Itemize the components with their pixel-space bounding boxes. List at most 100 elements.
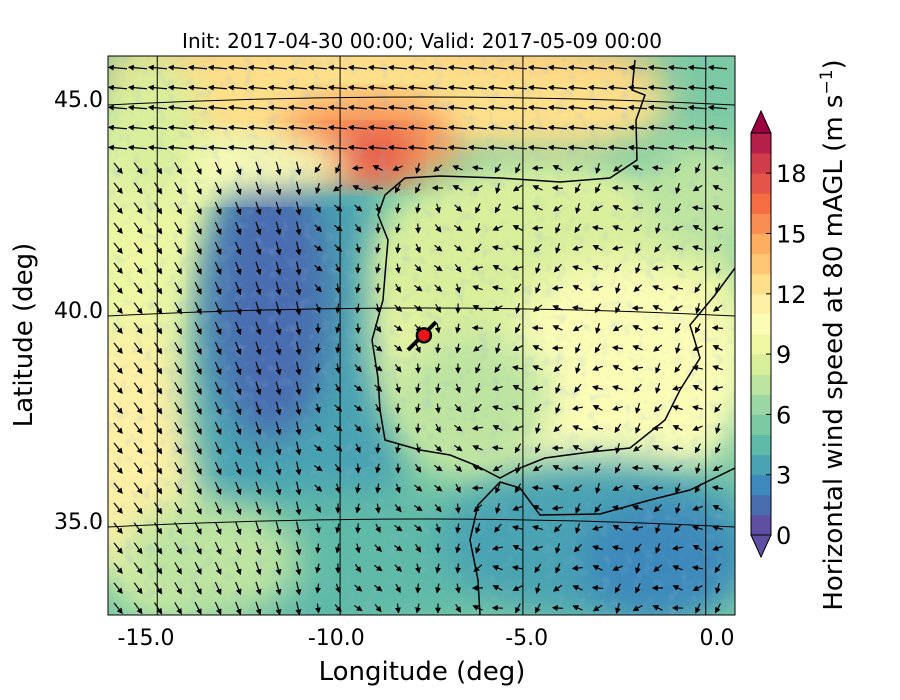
wind-arrow	[632, 444, 643, 452]
wind-arrow	[394, 183, 401, 194]
colorbar-segment	[751, 133, 771, 154]
wind-arrow	[433, 464, 443, 472]
wind-arrow	[133, 382, 143, 395]
wind-arrow	[654, 243, 662, 253]
wind-arrow	[214, 401, 222, 416]
wind-arrow	[235, 201, 242, 216]
wind-arrow	[315, 583, 322, 594]
wind-arrow	[587, 144, 608, 151]
wind-arrow	[214, 321, 222, 336]
wind-arrow	[354, 223, 362, 233]
wind-arrow	[307, 64, 328, 71]
wind-arrow	[307, 144, 328, 151]
wind-arrow	[267, 104, 288, 111]
wind-arrow	[592, 525, 603, 531]
wind-arrow	[375, 443, 382, 454]
wind-arrow	[671, 444, 684, 451]
wind-arrow	[255, 221, 262, 236]
wind-arrow	[531, 484, 544, 491]
wind-arrow	[592, 385, 603, 391]
wind-arrow	[235, 361, 242, 376]
wind-arrow	[375, 203, 381, 214]
wind-arrow	[347, 84, 368, 91]
wind-arrow	[614, 583, 622, 594]
wind-arrow	[255, 481, 262, 496]
wind-arrow	[454, 264, 462, 273]
wind-arrow	[295, 261, 302, 276]
wind-arrow	[687, 84, 708, 91]
wind-arrow	[214, 341, 222, 356]
wind-arrow	[555, 223, 561, 234]
wind-arrow	[435, 583, 441, 594]
wind-arrow	[395, 583, 401, 594]
wind-arrow	[572, 585, 583, 591]
wind-arrow	[475, 203, 481, 214]
wind-arrow	[275, 441, 282, 456]
wind-arrow	[227, 64, 248, 71]
wind-arrow	[715, 263, 721, 274]
wind-arrow	[472, 305, 483, 311]
wind-arrow	[612, 365, 623, 371]
wind-arrow	[531, 165, 544, 172]
wind-arrow	[511, 365, 524, 371]
wind-arrow	[295, 441, 302, 456]
wind-arrow	[153, 322, 163, 335]
wind-arrow	[235, 541, 242, 556]
wind-arrow	[174, 442, 182, 455]
wind-arrow	[387, 144, 408, 151]
wind-arrow	[133, 522, 143, 535]
wind-arrow	[527, 104, 548, 111]
wind-arrow	[295, 301, 302, 316]
wind-arrow	[255, 301, 262, 316]
wind-arrow	[492, 565, 503, 571]
wind-arrow	[712, 304, 723, 312]
wind-arrow	[707, 144, 728, 151]
wind-arrow	[314, 484, 323, 492]
wind-arrow	[395, 243, 402, 254]
wind-arrow	[367, 124, 388, 131]
wind-arrow	[395, 483, 401, 494]
wind-arrow	[394, 263, 401, 274]
wind-arrow	[133, 582, 143, 595]
wind-arrow	[572, 285, 583, 291]
wind-arrow	[491, 285, 504, 291]
wind-arrow	[255, 541, 262, 556]
wind-arrow	[607, 144, 628, 151]
wind-arrow	[113, 202, 123, 215]
wind-arrow	[355, 503, 361, 514]
wind-arrow	[427, 84, 448, 91]
wind-arrow	[455, 483, 461, 494]
wind-arrow	[133, 562, 143, 575]
wind-arrow	[167, 124, 188, 131]
wind-arrow	[512, 425, 523, 431]
wind-arrow	[632, 325, 643, 331]
wind-arrow	[712, 205, 723, 211]
wind-arrow	[147, 64, 168, 71]
wind-arrow	[472, 344, 483, 352]
wind-arrow	[314, 523, 321, 534]
wind-arrow	[571, 565, 584, 572]
wind-arrow	[533, 304, 543, 312]
wind-arrow	[535, 443, 541, 454]
wind-arrow	[327, 144, 348, 151]
wind-arrow	[487, 84, 508, 91]
wind-arrow	[113, 302, 123, 315]
wind-arrow	[614, 263, 622, 273]
wind-arrow	[672, 225, 683, 231]
wind-arrow	[427, 104, 448, 111]
colorbar-segment	[751, 153, 771, 174]
wind-arrow	[455, 523, 462, 534]
wind-arrow	[435, 363, 441, 374]
wind-arrow	[275, 401, 282, 416]
wind-arrow	[567, 64, 588, 71]
wind-arrow	[547, 104, 568, 111]
wind-arrow	[153, 582, 163, 595]
wind-arrow	[133, 422, 143, 435]
wind-arrow	[315, 303, 321, 314]
wind-arrow	[351, 165, 364, 172]
wind-arrow	[515, 303, 521, 314]
wind-arrow	[255, 461, 262, 476]
wind-arrow	[314, 424, 322, 433]
wind-arrow	[335, 483, 341, 494]
wind-arrow	[275, 321, 282, 336]
